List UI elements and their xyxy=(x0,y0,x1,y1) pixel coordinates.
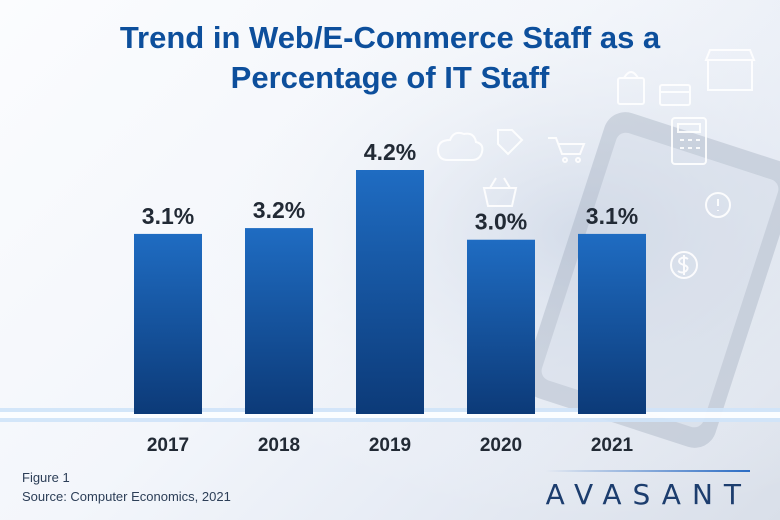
bar-2020 xyxy=(467,239,535,414)
source-note: Source: Computer Economics, 2021 xyxy=(22,489,231,504)
figure-label: Figure 1 xyxy=(22,470,70,485)
value-label-2017: 3.1% xyxy=(142,203,194,229)
bar-2019 xyxy=(356,170,424,414)
x-tick-label-2021: 2021 xyxy=(591,435,634,456)
value-label-2018: 3.2% xyxy=(253,197,305,223)
value-label-2021: 3.1% xyxy=(586,203,638,229)
bar-2018 xyxy=(245,228,313,414)
chart-title: Trend in Web/E-Commerce Staff as a Perce… xyxy=(0,18,780,98)
value-label-2019: 4.2% xyxy=(364,139,416,165)
chart-title-line-1: Trend in Web/E-Commerce Staff as a xyxy=(119,20,661,55)
bar-2021 xyxy=(578,233,646,414)
avasant-logo: AVASANT xyxy=(545,478,752,511)
brand-accent-line xyxy=(545,470,750,472)
x-tick-label-2017: 2017 xyxy=(147,435,189,456)
chart-title-line-2: Percentage of IT Staff xyxy=(230,60,550,95)
bar-2017 xyxy=(134,233,202,414)
x-tick-label-2019: 2019 xyxy=(369,435,411,456)
value-label-2020: 3.0% xyxy=(475,209,527,235)
x-tick-label-2020: 2020 xyxy=(480,435,522,456)
x-tick-label-2018: 2018 xyxy=(258,435,300,456)
